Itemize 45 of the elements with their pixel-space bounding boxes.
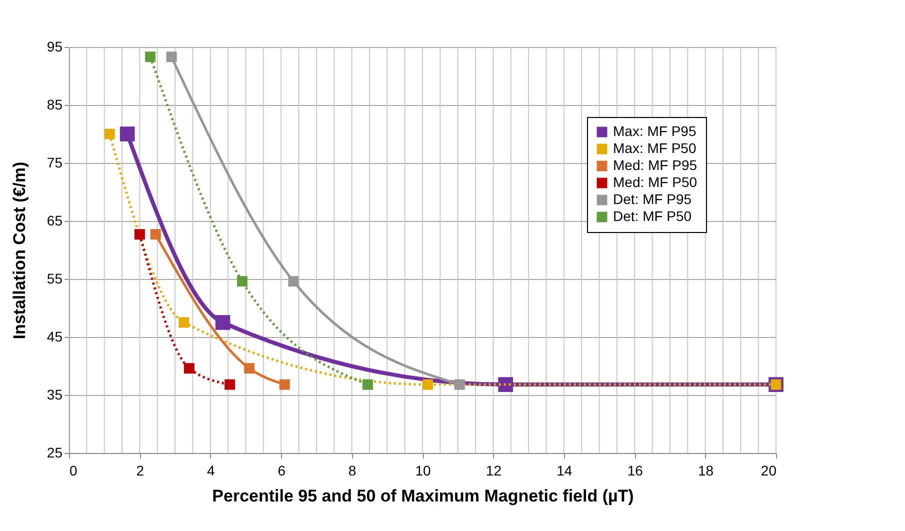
point	[215, 315, 230, 330]
y-tick-label: 85	[46, 96, 63, 112]
x-tick-label: 18	[698, 462, 714, 478]
point	[224, 379, 236, 390]
y-tick-label: 75	[46, 154, 63, 170]
legend-label: Max: MF P50	[613, 140, 696, 156]
point	[120, 126, 135, 142]
y-tick-label: 95	[46, 38, 63, 54]
legend-label: Det: MF P50	[613, 208, 692, 224]
point	[498, 377, 513, 392]
point	[454, 379, 465, 390]
x-tick-label: 6	[278, 462, 286, 478]
legend-label: Med: MF P50	[613, 174, 698, 190]
x-tick-label: 16	[627, 462, 644, 478]
point	[104, 128, 115, 140]
y-tick-label: 35	[46, 386, 63, 402]
x-tick-label: 2	[136, 462, 144, 478]
x-tick-label: 20	[760, 462, 777, 478]
point	[288, 276, 299, 287]
legend-label: Med: MF P95	[613, 157, 698, 173]
point	[236, 276, 248, 287]
x-tick-label: 8	[348, 462, 356, 478]
x-tick-label: 0	[70, 462, 78, 478]
y-tick-label: 45	[46, 328, 63, 344]
x-tick-label: 12	[486, 462, 502, 478]
point	[134, 229, 145, 240]
point	[279, 379, 290, 390]
y-tick-label: 65	[46, 212, 63, 228]
point	[362, 379, 373, 390]
legend-label: Det: MF P95	[613, 191, 692, 207]
point	[178, 317, 190, 328]
point	[145, 52, 156, 62]
y-tick-label: 25	[46, 444, 63, 460]
x-axis-title: Percentile 95 and 50 of Maximum Magnetic field (µT)	[212, 486, 634, 506]
point	[166, 52, 177, 62]
point	[150, 229, 161, 240]
y-axis-title: Installation Cost (€/m)	[10, 162, 29, 340]
point	[422, 379, 434, 390]
point	[184, 363, 194, 374]
legend-label: Max: MF P95	[613, 123, 696, 139]
x-tick-label: 14	[556, 462, 572, 478]
point	[244, 363, 255, 374]
x-tick-label: 10	[415, 462, 431, 478]
y-tick-label: 55	[46, 270, 63, 286]
x-tick-label: 4	[207, 462, 215, 478]
